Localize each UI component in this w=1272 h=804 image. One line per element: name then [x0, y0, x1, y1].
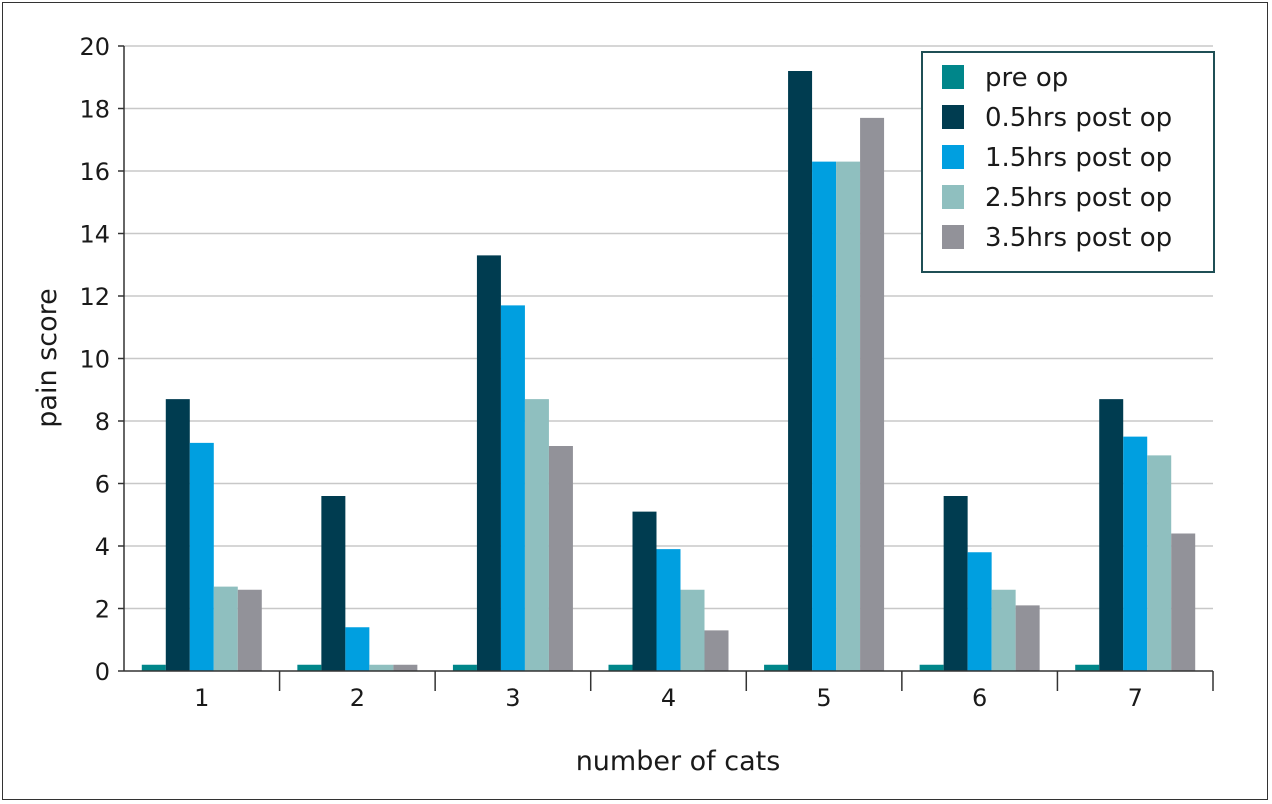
- bar: [704, 630, 729, 671]
- bar: [524, 399, 549, 671]
- legend: pre op 0.5hrs post op 1.5hrs post op 2.5hrs…: [921, 51, 1215, 273]
- legend-swatch: [942, 185, 964, 209]
- bar: [788, 71, 813, 671]
- bar: [680, 589, 705, 671]
- y-axis-label: pain score: [32, 288, 63, 427]
- bar: [919, 664, 944, 671]
- legend-label: 0.5hrs post op: [985, 103, 1172, 133]
- y-tick-label: 0: [95, 658, 110, 686]
- legend-label: 3.5hrs post op: [985, 223, 1172, 253]
- bar: [1123, 436, 1148, 671]
- bar: [369, 664, 394, 671]
- bar: [141, 664, 166, 671]
- bar: [1015, 605, 1040, 671]
- legend-swatch: [942, 225, 964, 249]
- y-tick-label: 4: [95, 533, 110, 561]
- y-tick-label: 8: [95, 408, 110, 436]
- bar: [345, 627, 370, 671]
- x-tick-label: 2: [350, 684, 365, 712]
- bar: [656, 549, 681, 671]
- legend-box: [921, 51, 1215, 273]
- x-tick-label: 1: [194, 684, 209, 712]
- legend-label: 1.5hrs post op: [985, 143, 1172, 173]
- legend-label: 2.5hrs post op: [985, 183, 1172, 213]
- bar: [500, 305, 525, 671]
- y-tick-label: 20: [79, 33, 110, 61]
- bar: [548, 446, 573, 671]
- x-axis-label: number of cats: [576, 746, 781, 777]
- x-tick-label: 7: [1128, 684, 1143, 712]
- legend-swatch: [942, 65, 964, 89]
- axes: [118, 45, 1214, 691]
- x-tick-label: 4: [661, 684, 676, 712]
- bar: [393, 664, 418, 671]
- x-tick-label: 3: [505, 684, 520, 712]
- y-tick-label: 12: [79, 283, 110, 311]
- x-tick-label: 6: [972, 684, 987, 712]
- bar: [476, 255, 501, 671]
- y-tick-label: 18: [79, 96, 110, 124]
- y-tick-label: 6: [95, 471, 110, 499]
- bar: [165, 399, 190, 671]
- bar: [632, 511, 657, 671]
- bar: [943, 496, 968, 671]
- bar: [1171, 533, 1196, 671]
- bars: [141, 71, 1196, 671]
- bar: [1099, 399, 1124, 671]
- y-tick-label: 16: [79, 158, 110, 186]
- bar: [1147, 455, 1172, 671]
- legend-swatch: [942, 105, 964, 129]
- bar: [189, 442, 214, 671]
- bar: [860, 117, 885, 671]
- y-tick-label: 14: [79, 221, 110, 249]
- bar: [321, 496, 346, 671]
- x-tick-label: 5: [816, 684, 831, 712]
- bar: [237, 589, 262, 671]
- y-tick-label: 2: [95, 596, 110, 624]
- bar: [213, 586, 238, 671]
- legend-swatch: [942, 145, 964, 169]
- bar: [967, 552, 992, 671]
- y-tick-label: 10: [79, 346, 110, 374]
- legend-label: pre op: [985, 63, 1068, 93]
- bar: [608, 664, 633, 671]
- bar: [1075, 664, 1100, 671]
- bar: [452, 664, 477, 671]
- bar: [764, 664, 789, 671]
- bar: [812, 161, 837, 671]
- bar: [297, 664, 322, 671]
- bar: [836, 161, 861, 671]
- bar: [991, 589, 1016, 671]
